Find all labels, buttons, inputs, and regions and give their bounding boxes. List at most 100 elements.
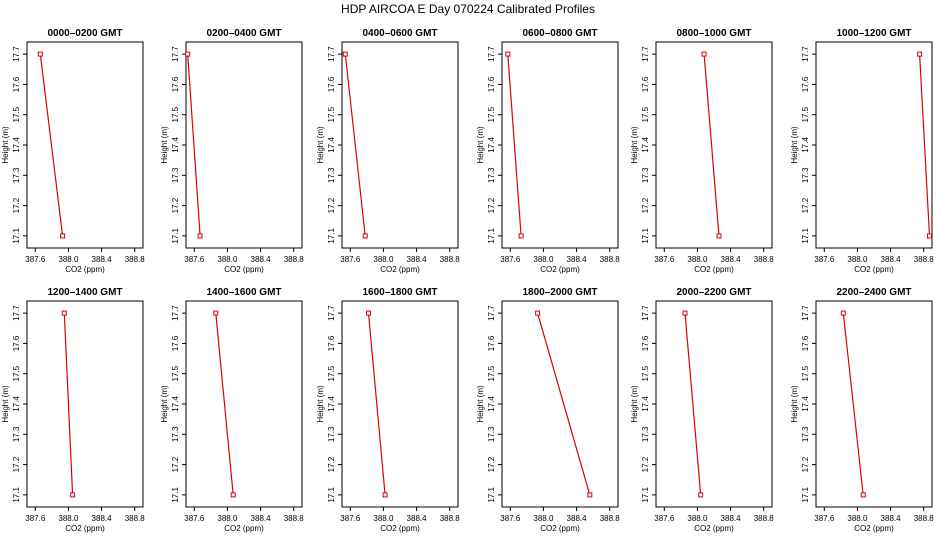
x-tick-label: 388.8 [440,255,461,264]
x-tick-label: 388.4 [567,255,588,264]
profile-line [367,313,386,495]
y-tick-label: 17.7 [327,46,336,62]
x-tick-label: 388.0 [217,514,238,523]
y-tick-label: 17.6 [641,335,650,351]
y-tick-label: 17.3 [12,426,21,442]
y-tick-label: 17.5 [641,365,650,381]
x-tick-label: 388.4 [92,514,113,523]
x-tick-label: 388.8 [440,514,461,523]
y-tick-label: 17.3 [641,426,650,442]
y-tick-label: 17.1 [801,228,810,244]
data-point [682,310,688,316]
data-point [505,51,511,57]
x-tick-label: 388.4 [407,255,428,264]
y-tick-label: 17.7 [801,46,810,62]
y-tick-label: 17.6 [487,335,496,351]
y-tick-label: 17.1 [487,228,496,244]
y-tick-label: 17.4 [171,396,180,412]
y-tick-label: 17.3 [641,167,650,183]
y-tick-label: 17.5 [801,365,810,381]
panel-title: 2200–2400 GMT [836,287,911,298]
x-tick-label: 388.0 [373,255,394,264]
x-tick-label: 388.8 [914,255,935,264]
y-tick-label: 17.6 [641,76,650,92]
y-tick-label: 17.1 [12,228,21,244]
y-tick-label: 17.4 [327,137,336,153]
y-tick-label: 17.6 [487,76,496,92]
y-tick-label: 17.4 [487,396,496,412]
x-tick-label: 387.6 [340,514,361,523]
y-tick-label: 17.1 [327,487,336,503]
x-tick-label: 388.4 [881,514,902,523]
y-tick-label: 17.2 [327,197,336,213]
panel-9: 1600–1800 GMT 387.6 388.0 388.4 388.8 17.1 17.… [316,287,460,533]
x-tick-label: 388.8 [914,514,935,523]
y-tick-label: 17.3 [12,167,21,183]
x-tick-label: 388.4 [721,514,742,523]
y-tick-label: 17.5 [12,365,21,381]
y-tick-label: 17.2 [641,456,650,472]
y-tick-label: 17.7 [171,46,180,62]
y-tick-label: 17.1 [171,228,180,244]
x-axis-label: CO2 (ppm) [694,265,734,274]
y-tick-label: 17.4 [327,396,336,412]
y-tick-label: 17.7 [12,46,21,62]
y-tick-label: 17.5 [487,106,496,122]
y-tick-label: 17.7 [641,305,650,321]
panel-7: 1200–1400 GMT 387.6 388.0 388.4 388.8 17.1 17.… [1,287,145,533]
x-tick-label: 388.0 [58,255,79,264]
x-tick-label: 387.6 [814,514,835,523]
y-tick-label: 17.5 [641,106,650,122]
x-tick-label: 388.0 [687,514,708,523]
y-tick-label: 17.7 [641,46,650,62]
panel-title: 0600–0800 GMT [522,28,597,39]
y-tick-label: 17.1 [171,487,180,503]
x-tick-label: 388.4 [407,514,428,523]
data-point [698,492,704,498]
data-point [587,492,593,498]
x-tick-label: 388.0 [533,255,554,264]
data-point [70,492,76,498]
x-tick-label: 387.6 [25,514,46,523]
y-tick-label: 17.2 [327,456,336,472]
x-tick-label: 388.0 [533,514,554,523]
data-point [60,233,66,239]
data-point [382,492,388,498]
profile-line [703,54,720,236]
y-tick-label: 17.2 [12,456,21,472]
x-tick-label: 388.0 [847,514,868,523]
profile-line [39,54,64,236]
y-tick-label: 17.7 [327,305,336,321]
x-axis-label: CO2 (ppm) [540,265,580,274]
data-point [230,492,236,498]
y-tick-label: 17.1 [487,487,496,503]
x-tick-label: 388.0 [847,255,868,264]
profile-line [187,54,201,236]
x-axis-label: CO2 (ppm) [854,524,894,533]
y-axis-label: Height (m) [630,126,639,164]
panel-2: 0200–0400 GMT 387.6 388.0 388.4 388.8 17.1 17.… [160,28,304,274]
y-tick-label: 17.2 [171,456,180,472]
y-tick-label: 17.3 [487,167,496,183]
y-tick-label: 17.4 [487,137,496,153]
panel-title: 0000–0200 GMT [47,28,122,39]
data-point [197,233,203,239]
y-tick-label: 17.6 [327,76,336,92]
x-axis-label: CO2 (ppm) [694,524,734,533]
y-axis-label: Height (m) [1,126,10,164]
data-point [213,310,219,316]
profile-line [215,313,234,495]
data-point [518,233,524,239]
profile-line [919,54,931,236]
x-tick-label: 388.4 [881,255,902,264]
y-tick-label: 17.7 [171,305,180,321]
x-axis-label: CO2 (ppm) [65,265,105,274]
data-point [342,51,348,57]
data-point [840,310,846,316]
x-tick-label: 388.4 [251,514,272,523]
x-tick-label: 388.0 [58,514,79,523]
data-point [716,233,722,239]
y-tick-label: 17.6 [171,335,180,351]
plot-frame [185,41,303,249]
data-point [860,492,866,498]
